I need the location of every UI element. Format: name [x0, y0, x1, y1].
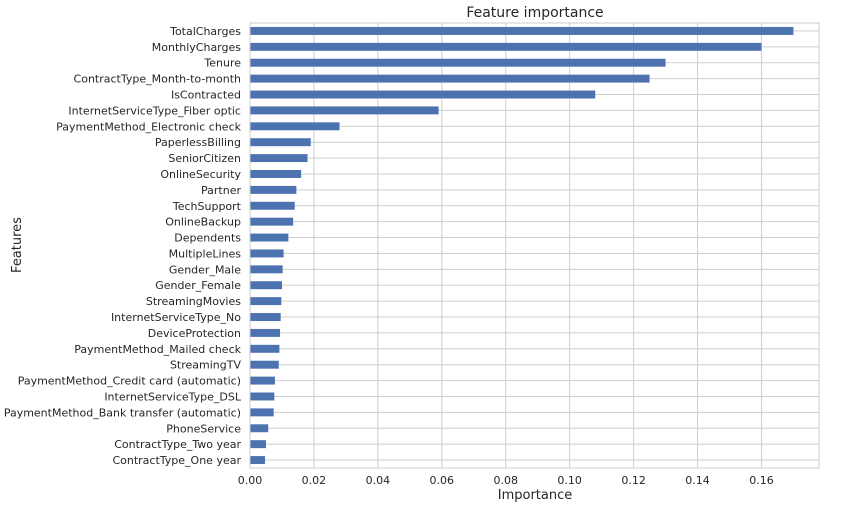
- category-label: ContractType_Month-to-month: [74, 73, 241, 86]
- category-label: PhoneService: [166, 422, 241, 435]
- category-label: InternetServiceType_DSL: [104, 390, 242, 403]
- x-tick-label: 0.12: [621, 474, 646, 487]
- x-tick-label: 0.04: [366, 474, 391, 487]
- category-label: Dependents: [174, 232, 241, 245]
- bar: [250, 233, 289, 242]
- category-label: InternetServiceType_No: [111, 311, 241, 324]
- category-label: TechSupport: [172, 200, 242, 213]
- category-label: MonthlyCharges: [152, 41, 242, 54]
- bar: [250, 376, 275, 385]
- x-tick-label: 0.00: [238, 474, 263, 487]
- category-label: OnlineBackup: [165, 216, 241, 229]
- bar: [250, 424, 269, 433]
- category-label: PaymentMethod_Bank transfer (automatic): [4, 406, 241, 419]
- x-tick-label: 0.08: [493, 474, 518, 487]
- x-tick-label: 0.02: [302, 474, 327, 487]
- x-tick-label: 0.06: [430, 474, 455, 487]
- category-label: StreamingTV: [170, 359, 242, 372]
- category-label: MultipleLines: [169, 247, 242, 260]
- category-label: ContractType_One year: [112, 454, 241, 467]
- category-label: IsContracted: [171, 89, 241, 102]
- category-label: Tenure: [203, 57, 241, 70]
- bar: [250, 138, 311, 147]
- category-label: Gender_Male: [169, 263, 241, 276]
- category-label: OnlineSecurity: [160, 168, 241, 181]
- bar: [250, 313, 281, 321]
- bar: [250, 408, 274, 417]
- bar: [250, 170, 302, 178]
- x-tick-label: 0.10: [557, 474, 582, 487]
- bar: [250, 217, 294, 226]
- x-tick-labels: 0.00 0.02 0.04 0.06 0.08 0.10 0.12 0.14 0.16: [238, 474, 774, 487]
- plot-frame: [249, 22, 820, 469]
- bar: [250, 90, 596, 99]
- category-label: Gender_Female: [155, 279, 241, 292]
- x-tick-label: 0.16: [749, 474, 774, 487]
- bar: [250, 456, 266, 465]
- category-label: TotalCharges: [169, 25, 241, 38]
- category-label: ContractType_Two year: [114, 438, 241, 451]
- bar: [250, 344, 280, 353]
- bar: [250, 154, 308, 163]
- category-label: InternetServiceType_Fiber optic: [68, 104, 241, 117]
- category-labels: TotalCharges MonthlyCharges Tenure Contract…: [4, 25, 242, 467]
- bar: [250, 249, 284, 258]
- category-label: StreamingMovies: [146, 295, 241, 308]
- x-tick-label: 0.14: [685, 474, 710, 487]
- bar: [250, 440, 266, 449]
- bar: [250, 185, 297, 194]
- bar: [250, 392, 275, 401]
- bar: [250, 360, 279, 369]
- bar: [250, 122, 340, 131]
- category-label: DeviceProtection: [148, 327, 241, 340]
- category-label: Partner: [201, 184, 241, 197]
- bar: [250, 201, 295, 210]
- grid: [249, 23, 819, 468]
- category-label: PaymentMethod_Electronic check: [56, 120, 241, 133]
- category-label: PaperlessBilling: [155, 136, 241, 149]
- bar: [250, 328, 281, 337]
- bar: [250, 281, 282, 290]
- bars: [250, 26, 794, 465]
- bar: [250, 297, 282, 306]
- category-label: PaymentMethod_Credit card (automatic): [18, 375, 241, 388]
- bar: [250, 42, 762, 51]
- bar: [250, 74, 650, 83]
- y-axis-label: Features: [10, 217, 25, 273]
- bar: [250, 26, 794, 35]
- chart-title: Feature importance: [466, 5, 603, 21]
- bar: [250, 106, 439, 115]
- bar: [250, 58, 666, 67]
- category-label: SeniorCitizen: [168, 152, 241, 165]
- category-label: PaymentMethod_Mailed check: [74, 343, 241, 356]
- bar: [250, 265, 283, 274]
- x-axis-label: Importance: [498, 488, 573, 503]
